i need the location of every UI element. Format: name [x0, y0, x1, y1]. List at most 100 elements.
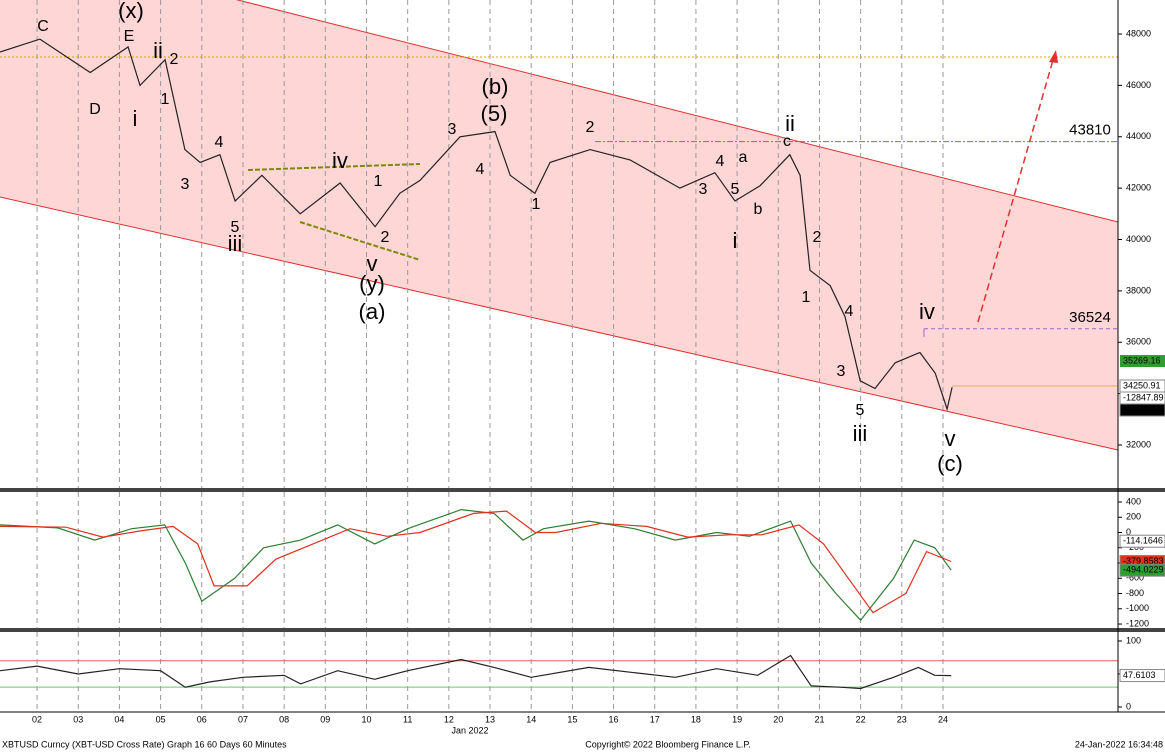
- y-tick-label: 46000: [1126, 80, 1151, 90]
- wave-label: i: [733, 228, 738, 253]
- wave-label: 1: [374, 173, 383, 190]
- wave-label: 3: [699, 181, 708, 198]
- wave-label: 4: [716, 153, 725, 170]
- x-tick-label: 23: [897, 714, 907, 724]
- value-box: [1119, 563, 1165, 577]
- separator: [0, 488, 1165, 492]
- wave-label: (c): [937, 451, 963, 476]
- y-tick-label: 400: [1126, 496, 1141, 506]
- y-tick-label: -600: [1126, 573, 1144, 583]
- y-tick-label: -1200: [1126, 618, 1149, 628]
- x-tick-label: 02: [32, 714, 42, 724]
- footer-left: XBTUSD Curncy (XBT-USD Cross Rate) Graph…: [2, 739, 287, 749]
- x-tick-label: 20: [773, 714, 783, 724]
- wave-label: iv: [919, 299, 935, 324]
- wave-label: i: [133, 106, 138, 131]
- wave-label: iii: [853, 421, 868, 446]
- x-tick-label: 15: [567, 714, 577, 724]
- info-label: 34250.91: [1123, 380, 1161, 390]
- value-box-label: -114.1646: [1123, 536, 1163, 546]
- x-tick-label: 21: [814, 714, 824, 724]
- trend-line: [247, 163, 421, 171]
- wave-label: 3: [448, 121, 457, 138]
- wave-label: iv: [332, 148, 348, 173]
- arrow-head: [1049, 50, 1058, 63]
- wave-label: 4: [845, 303, 854, 320]
- series-line: [0, 510, 952, 614]
- x-tick-label: 24: [938, 714, 948, 724]
- x-tick-label: 18: [691, 714, 701, 724]
- plot-layer: 3200034000360003800040000420004400046000…: [0, 0, 1165, 724]
- footer-center: Copyright© 2022 Bloomberg Finance L.P.: [585, 739, 751, 749]
- channel-upper: [235, 0, 1119, 223]
- wave-label: (y): [359, 271, 385, 296]
- series-line: [0, 38, 953, 412]
- projection-arrow: [977, 59, 1054, 323]
- wave-label: a: [739, 149, 748, 166]
- wave-label: v: [367, 251, 378, 276]
- y-tick-label: 32000: [1126, 439, 1151, 449]
- price-box: [1120, 355, 1165, 368]
- value-box-label: 47.6103: [1123, 670, 1156, 680]
- x-tick-label: 16: [609, 714, 619, 724]
- separator: [0, 628, 1165, 632]
- y-tick-label: -1000: [1126, 603, 1149, 613]
- wave-label: D: [89, 101, 101, 118]
- y-tick-label: 100: [1126, 635, 1141, 645]
- value-box-label: -379.8583: [1123, 556, 1164, 566]
- y-tick-label: 40000: [1126, 234, 1151, 244]
- wave-label: 4: [215, 134, 224, 151]
- wave-label: ii: [785, 111, 795, 136]
- value-box: [1119, 534, 1165, 548]
- wave-label: 5: [231, 219, 240, 236]
- wave-label: 5: [731, 181, 740, 198]
- info-box: [1119, 403, 1165, 417]
- x-tick-label: 17: [650, 714, 660, 724]
- x-tick-label: 22: [856, 714, 866, 724]
- wave-label: 2: [813, 229, 822, 246]
- x-tick-label: 07: [238, 714, 248, 724]
- wave-label: 2: [586, 119, 595, 136]
- y-tick-label: 0: [1126, 527, 1131, 537]
- wave-label: b: [754, 201, 763, 218]
- wave-label: 4: [476, 161, 485, 178]
- wave-label: 3: [837, 363, 846, 380]
- x-tick-label: 04: [114, 714, 124, 724]
- y-tick-label: 200: [1126, 512, 1141, 522]
- level-label: 36524: [1069, 309, 1111, 326]
- wave-label: (b): [482, 74, 509, 99]
- x-tick-label: 05: [156, 714, 166, 724]
- channel-lower: [0, 196, 1119, 451]
- info-label: -27.28%: [1123, 404, 1157, 414]
- y-tick-label: 42000: [1126, 183, 1151, 193]
- y-tick-label: 48000: [1126, 28, 1151, 38]
- x-tick-label: 08: [279, 714, 289, 724]
- wave-label: 2: [381, 229, 390, 246]
- x-tick-label: 03: [73, 714, 83, 724]
- wave-label: C: [37, 18, 49, 35]
- x-tick-label: 13: [485, 714, 495, 724]
- x-tick-label: 14: [526, 714, 536, 724]
- wave-label: v: [945, 426, 956, 451]
- y-tick-label: 38000: [1126, 285, 1151, 295]
- wave-label: 1: [532, 196, 541, 213]
- series-line: [0, 508, 952, 622]
- wave-label: ii: [153, 38, 163, 63]
- x-tick-label: 11: [403, 714, 412, 724]
- x-tick-label: 19: [732, 714, 742, 724]
- wave-label: (x): [118, 0, 144, 23]
- x-tick-label: 10: [361, 714, 371, 724]
- y-tick-label: 36000: [1126, 337, 1151, 347]
- info-label: -12847.89: [1123, 392, 1164, 402]
- wave-label: E: [124, 28, 135, 45]
- wave-label: (a): [359, 299, 386, 324]
- price-box-label: 35269.16: [1123, 355, 1161, 365]
- series-line: [0, 654, 952, 690]
- y-tick-label: 0: [1126, 701, 1131, 711]
- footer-right: 24-Jan-2022 16:34:48: [1075, 739, 1163, 749]
- x-tick-label: 06: [197, 714, 207, 724]
- wave-label: 5: [856, 402, 865, 419]
- wave-label: c: [783, 133, 791, 150]
- wave-label: 2: [170, 51, 179, 68]
